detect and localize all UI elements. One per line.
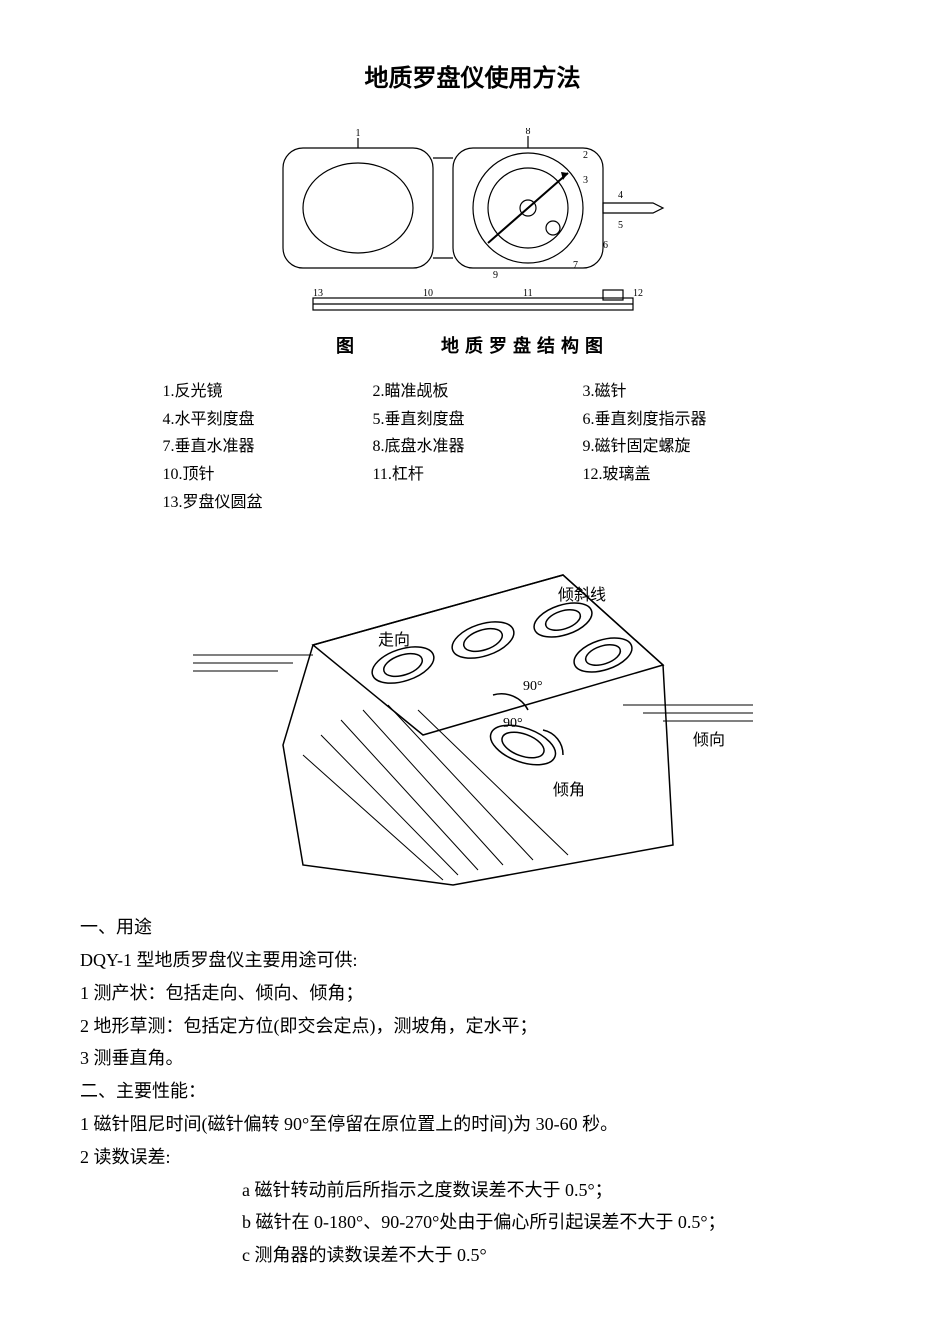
figure1-caption-left: 图	[336, 336, 360, 356]
section1-line1: DQY-1 型地质罗盘仪主要用途可供:	[80, 946, 865, 975]
svg-text:9: 9	[493, 270, 498, 281]
svg-text:10: 10	[423, 288, 433, 299]
figure-compass-structure: 1 8 2 3 4 5 6 7 9	[80, 128, 865, 361]
part-6: 6.垂直刻度指示器	[583, 407, 783, 433]
label-qingjiao: 倾角	[553, 781, 585, 799]
part-13: 13.罗盘仪圆盆	[163, 490, 363, 516]
part-5: 5.垂直刻度盘	[373, 407, 573, 433]
label-zouxiang: 走向	[378, 631, 410, 649]
part-8: 8.底盘水准器	[373, 434, 573, 460]
body-text: 一、用途 DQY-1 型地质罗盘仪主要用途可供: 1 测产状：包括走向、倾向、倾…	[80, 913, 865, 1270]
label-90a: 90°	[523, 679, 543, 694]
field-usage-svg: 走向 倾斜线 90° 90° 倾向 倾角	[193, 545, 753, 895]
svg-text:6: 6	[603, 240, 608, 251]
section2-a: a 磁针转动前后所指示之度数误差不大于 0.5°；	[80, 1176, 865, 1205]
compass-structure-svg: 1 8 2 3 4 5 6 7 9	[223, 128, 723, 328]
label-qingxiexian: 倾斜线	[558, 586, 606, 604]
part-9: 9.磁针固定螺旋	[583, 434, 783, 460]
svg-text:3: 3	[583, 175, 588, 186]
svg-text:12: 12	[633, 288, 643, 299]
part-12: 12.玻璃盖	[583, 462, 783, 488]
part-10: 10.顶针	[163, 462, 363, 488]
figure1-caption: 图 地质罗盘结构图	[80, 332, 865, 361]
section2-b: b 磁针在 0-180°、90-270°处由于偏心所引起误差不大于 0.5°；	[80, 1208, 865, 1237]
part-1: 1.反光镜	[163, 379, 363, 405]
section2-heading: 二、主要性能：	[80, 1077, 865, 1106]
svg-text:5: 5	[618, 220, 623, 231]
parts-legend: 1.反光镜 2.瞄准觇板 3.磁针 4.水平刻度盘 5.垂直刻度盘 6.垂直刻度…	[163, 379, 783, 515]
part-7: 7.垂直水准器	[163, 434, 363, 460]
svg-text:7: 7	[573, 260, 578, 271]
page-title: 地质罗盘仪使用方法	[80, 60, 865, 98]
label-qingxiang: 倾向	[693, 731, 725, 749]
section1-heading: 一、用途	[80, 913, 865, 942]
svg-text:11: 11	[523, 288, 533, 299]
figure1-caption-right: 地质罗盘结构图	[441, 336, 609, 356]
section2-line2: 2 读数误差:	[80, 1143, 865, 1172]
svg-text:2: 2	[583, 150, 588, 161]
section2-line1: 1 磁针阻尼时间(磁针偏转 90°至停留在原位置上的时间)为 30-60 秒。	[80, 1110, 865, 1139]
section2-c: c 测角器的读数误差不大于 0.5°	[80, 1241, 865, 1270]
section1-line3: 2 地形草测：包括定方位(即交会定点)，测坡角，定水平；	[80, 1012, 865, 1041]
section1-line2: 1 测产状：包括走向、倾向、倾角；	[80, 979, 865, 1008]
part-4: 4.水平刻度盘	[163, 407, 363, 433]
part-11: 11.杠杆	[373, 462, 573, 488]
part-3: 3.磁针	[583, 379, 783, 405]
section1-line4: 3 测垂直角。	[80, 1044, 865, 1073]
svg-text:1: 1	[355, 128, 360, 139]
svg-text:13: 13	[313, 288, 323, 299]
svg-text:8: 8	[525, 128, 530, 137]
svg-text:4: 4	[618, 190, 623, 201]
part-2: 2.瞄准觇板	[373, 379, 573, 405]
label-90b: 90°	[503, 716, 523, 731]
figure-field-usage: 走向 倾斜线 90° 90° 倾向 倾角	[80, 545, 865, 895]
